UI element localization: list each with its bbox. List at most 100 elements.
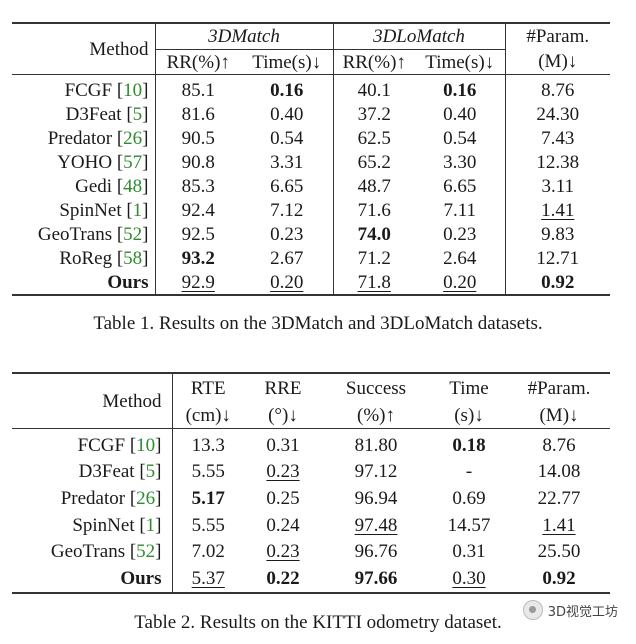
cell-value: 8.76	[541, 79, 575, 101]
citation-link[interactable]: 5	[132, 103, 143, 125]
citation-link[interactable]: 57	[123, 151, 143, 173]
cell-value: 2.64	[443, 247, 477, 269]
col-header-success: Success	[322, 372, 430, 402]
table-1-caption: Table 1. Results on the 3DMatch and 3DLo…	[93, 313, 543, 334]
cell-value: 0.92	[541, 271, 575, 293]
cell-value: 0.23	[266, 461, 300, 483]
cell-t1: 7.12	[241, 198, 334, 222]
cell-value: 0.69	[452, 487, 486, 509]
col-header-rre-unit: (°)↓	[268, 404, 298, 426]
cell-param: 9.83	[505, 222, 610, 246]
cell-value: 97.66	[354, 567, 398, 589]
citation-link[interactable]: 10	[136, 434, 156, 456]
cell-rr2: 62.5	[333, 126, 415, 150]
cell-value: 0.24	[266, 514, 300, 536]
col-header-time: Time(s)↓	[415, 49, 506, 75]
cell-rr2: 40.1	[333, 74, 415, 102]
cell-value: 97.12	[354, 461, 398, 483]
citation-link[interactable]: 1	[132, 199, 143, 221]
method-cell: FCGF [10]	[12, 74, 156, 102]
method-cell: GeoTrans [52]	[12, 222, 156, 246]
cell-param: 25.50	[508, 538, 610, 565]
cell-value: 0.20	[270, 271, 304, 293]
cell-value: 7.43	[541, 127, 575, 149]
cell-rre: 0.31	[244, 427, 322, 459]
method-cell: Gedi [48]	[12, 174, 156, 198]
cell-param: 1.41	[505, 198, 610, 222]
method-name: D3Feat	[65, 103, 122, 125]
cell-time: -	[430, 459, 508, 486]
cell-t1: 6.65	[241, 174, 334, 198]
method-name: D3Feat	[78, 461, 135, 483]
cell-rr2: 71.6	[333, 198, 415, 222]
cell-value: 14.08	[537, 461, 581, 483]
cell-rr1: 92.9	[155, 270, 241, 296]
cell-value: 6.65	[270, 175, 304, 197]
table-row: RoReg [58] 93.2 2.67 71.2 2.64 12.71	[12, 246, 610, 270]
cell-rre: 0.24	[244, 512, 322, 539]
citation-link[interactable]: 48	[123, 175, 143, 197]
cell-value: 97.48	[354, 514, 398, 536]
cell-value: 25.50	[537, 541, 581, 563]
cell-param: 0.92	[508, 564, 610, 594]
cell-t2: 2.64	[415, 246, 506, 270]
table-1: Method 3DMatch 3DLoMatch #Param. RR(%)↑ …	[12, 22, 610, 296]
cell-value: 0.40	[270, 103, 304, 125]
cell-value: 0.18	[452, 434, 486, 456]
citation-link[interactable]: 58	[123, 247, 143, 269]
method-cell: FCGF [10]	[12, 427, 173, 459]
cell-param: 1.41	[508, 512, 610, 539]
cell-value: 62.5	[357, 127, 391, 149]
cell-value: 0.20	[443, 271, 477, 293]
cell-rte: 5.17	[172, 485, 244, 512]
method-cell: Predator [26]	[12, 485, 173, 512]
cell-param: 14.08	[508, 459, 610, 486]
cell-value: 8.76	[542, 434, 576, 456]
citation-link[interactable]: 52	[136, 541, 156, 563]
col-header-time-unit: (s)↓	[454, 404, 484, 426]
cell-success: 97.48	[322, 512, 430, 539]
cell-value: 3.30	[443, 151, 477, 173]
cell-value: 5.55	[191, 461, 225, 483]
citation-link[interactable]: 26	[136, 487, 156, 509]
cell-rr2: 71.8	[333, 270, 415, 296]
cell-value: 14.57	[447, 514, 491, 536]
cell-value: 0.16	[443, 79, 477, 101]
citation-link[interactable]: 10	[123, 79, 143, 101]
cell-success: 81.80	[322, 427, 430, 459]
cell-value: 85.3	[181, 175, 215, 197]
method-name: Predator	[47, 127, 113, 149]
cell-t2: 0.20	[415, 270, 506, 296]
cell-param: 3.11	[505, 174, 610, 198]
citation-link[interactable]: 5	[145, 461, 156, 483]
table-row: Predator [26] 5.17 0.25 96.94 0.69 22.77	[12, 485, 610, 512]
cell-value: 93.2	[181, 247, 215, 269]
cell-t2: 6.65	[415, 174, 506, 198]
cell-value: 81.80	[354, 434, 398, 456]
cell-time: 14.57	[430, 512, 508, 539]
table-row: FCGF [10] 13.3 0.31 81.80 0.18 8.76	[12, 427, 610, 459]
cell-value: 0.31	[452, 541, 486, 563]
cell-value: 3.31	[270, 151, 304, 173]
method-cell: SpinNet [1]	[12, 198, 156, 222]
cell-value: 40.1	[357, 79, 391, 101]
cell-value: 22.77	[537, 487, 581, 509]
cell-value: 1.41	[542, 514, 576, 536]
cell-value: 71.6	[357, 199, 391, 221]
col-header-time: Time(s)↓	[241, 49, 334, 75]
watermark-text: 3D视觉工坊	[547, 604, 618, 620]
cell-success: 96.76	[322, 538, 430, 565]
citation-link[interactable]: 1	[145, 514, 156, 536]
table-2-body: FCGF [10] 13.3 0.31 81.80 0.18 8.76 D3Feat [5]…	[12, 427, 610, 594]
col-header-success-unit: (%)↑	[357, 404, 395, 426]
cell-time: 0.18	[430, 427, 508, 459]
method-name: RoReg	[59, 247, 113, 269]
cell-value: 3.11	[541, 175, 575, 197]
table-1-body: FCGF [10] 85.1 0.16 40.1 0.16 8.76 D3Feat [5] 8…	[12, 74, 610, 296]
citation-link[interactable]: 26	[123, 127, 143, 149]
cell-param: 24.30	[505, 102, 610, 126]
param-header-unit: (M)↓	[538, 51, 578, 73]
method-name: YOHO	[57, 151, 113, 173]
cell-rre: 0.23	[244, 538, 322, 565]
citation-link[interactable]: 52	[123, 223, 143, 245]
